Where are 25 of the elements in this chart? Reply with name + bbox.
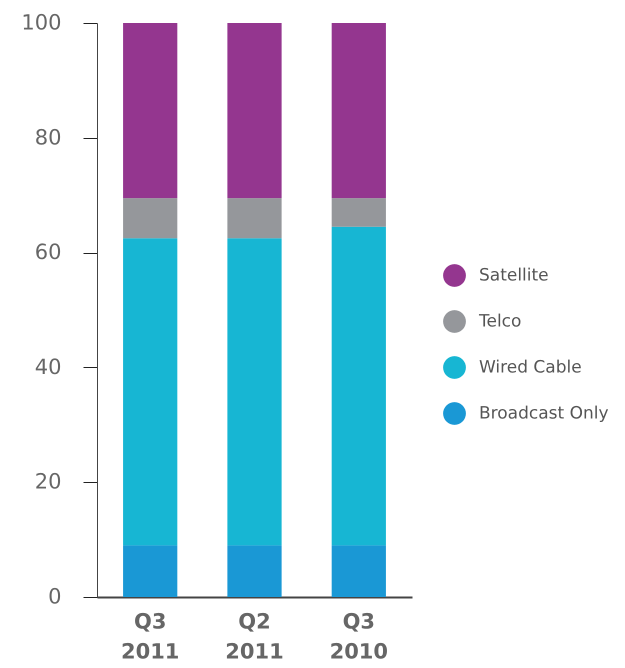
x-tick-label: Q3 2010	[330, 610, 388, 664]
bar	[332, 545, 386, 597]
x-tick-label: Q2 2011	[225, 610, 284, 664]
y-tick-label: 20	[34, 470, 62, 494]
legend-label: Satellite	[479, 266, 549, 286]
bar	[123, 23, 178, 198]
legend-label: Wired Cable	[479, 358, 582, 378]
bar	[123, 238, 178, 546]
x-tick-label: Q3 2011	[120, 610, 180, 664]
bar	[227, 545, 282, 597]
bar	[123, 545, 178, 597]
bar	[227, 23, 282, 198]
y-tick-label: 80	[34, 125, 62, 150]
bar	[227, 238, 282, 546]
bar	[123, 198, 178, 238]
y-tick-label: 0	[48, 584, 62, 608]
bar	[332, 23, 386, 198]
legend-label: Telco	[478, 312, 522, 332]
bar	[227, 198, 282, 238]
bar	[332, 226, 386, 546]
legend-label: Broadcast Only	[479, 404, 609, 424]
y-tick-label: 100	[21, 10, 62, 34]
y-tick-label: 60	[34, 240, 62, 264]
y-tick-label: 40	[34, 354, 62, 379]
bar	[332, 198, 386, 227]
